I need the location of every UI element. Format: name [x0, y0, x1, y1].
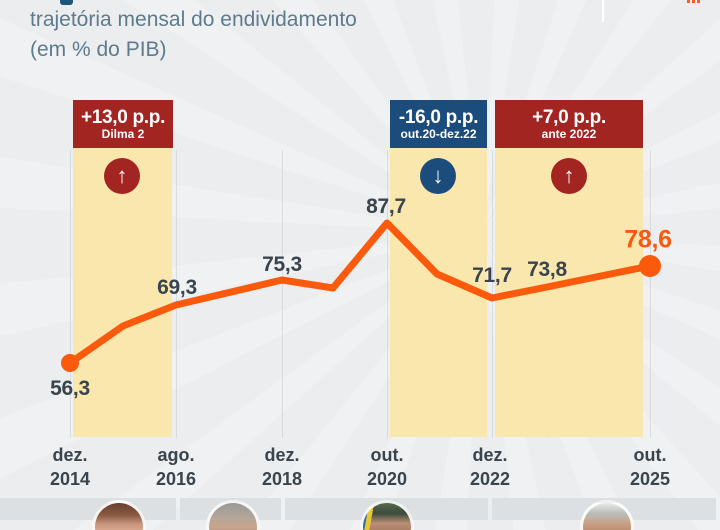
- tick-month: out.: [633, 445, 667, 465]
- tick-year: 2020: [366, 469, 408, 489]
- tick-ago-2016: ago. 2016: [156, 443, 196, 491]
- annotation-delta: +7,0 p.p.: [532, 106, 606, 128]
- gridline-dez-2018: [282, 150, 283, 438]
- value-label-56-3: 56,3: [50, 377, 90, 400]
- value-label-78-6: 78,6: [624, 225, 672, 254]
- value-label-69-3: 69,3: [157, 276, 197, 299]
- down-arrow-icon: ↓: [420, 158, 456, 194]
- chart-title: trajetória mensal do endividamento (em %…: [30, 5, 357, 65]
- tick-month: dez.: [472, 445, 508, 465]
- value-label-73-8: 73,8: [527, 258, 567, 281]
- value-label-87-7: 87,7: [366, 195, 406, 218]
- value-label-75-3: 75,3: [262, 253, 302, 276]
- value-label-71-7: 71,7: [472, 264, 512, 287]
- decorative-white-line: [602, 0, 604, 22]
- clipped-logo-fragment: [687, 0, 701, 3]
- tick-year: 2025: [629, 469, 671, 489]
- annotation-period: Dilma 2: [101, 126, 145, 141]
- tick-dez-2018: dez. 2018: [262, 443, 302, 491]
- tick-dez-2014: dez. 2014: [50, 443, 90, 491]
- tick-year: 2018: [261, 469, 303, 489]
- president-photo-bolsonaro: [360, 500, 414, 530]
- gridline-out-2020: [387, 150, 388, 438]
- tick-year: 2014: [49, 469, 91, 489]
- annotation-delta: +13,0 p.p.: [80, 106, 166, 128]
- annotation-period: out.20-dez.22: [400, 126, 477, 141]
- annotation-header-ante-2022: +7,0 p.p. ante 2022: [495, 100, 643, 148]
- chart-title-line2: (em % do PIB): [30, 38, 167, 61]
- annotation-period: ante 2022: [541, 126, 597, 141]
- chart-title-line1: trajetória mensal do endividamento: [30, 8, 357, 31]
- annotation-header-dilma2: +13,0 p.p. Dilma 2: [73, 100, 173, 148]
- arrow-glyph: ↑: [563, 163, 575, 188]
- annotation-delta: -16,0 p.p.: [398, 106, 479, 128]
- gridline-out-2025: [650, 150, 651, 438]
- tick-dez-2022: dez. 2022: [470, 443, 510, 491]
- annotation-header-out20-dez22: -16,0 p.p. out.20-dez.22: [390, 100, 487, 148]
- arrow-glyph: ↑: [116, 163, 128, 188]
- arrow-glyph: ↓: [432, 163, 444, 188]
- tick-month: ago.: [157, 445, 195, 465]
- tick-out-2025: out. 2025: [630, 443, 670, 491]
- tick-month: out.: [370, 445, 404, 465]
- tick-year: 2022: [469, 469, 511, 489]
- term-bar-dilma: [0, 498, 176, 520]
- gridline-dez-2022: [492, 150, 493, 438]
- tick-year: 2016: [155, 469, 197, 489]
- up-arrow-icon: ↑: [551, 158, 587, 194]
- tick-out-2020: out. 2020: [367, 443, 407, 491]
- up-arrow-icon: ↑: [104, 158, 140, 194]
- tick-month: dez.: [52, 445, 88, 465]
- clipped-headline-fragment: [60, 0, 73, 5]
- tick-month: dez.: [264, 445, 300, 465]
